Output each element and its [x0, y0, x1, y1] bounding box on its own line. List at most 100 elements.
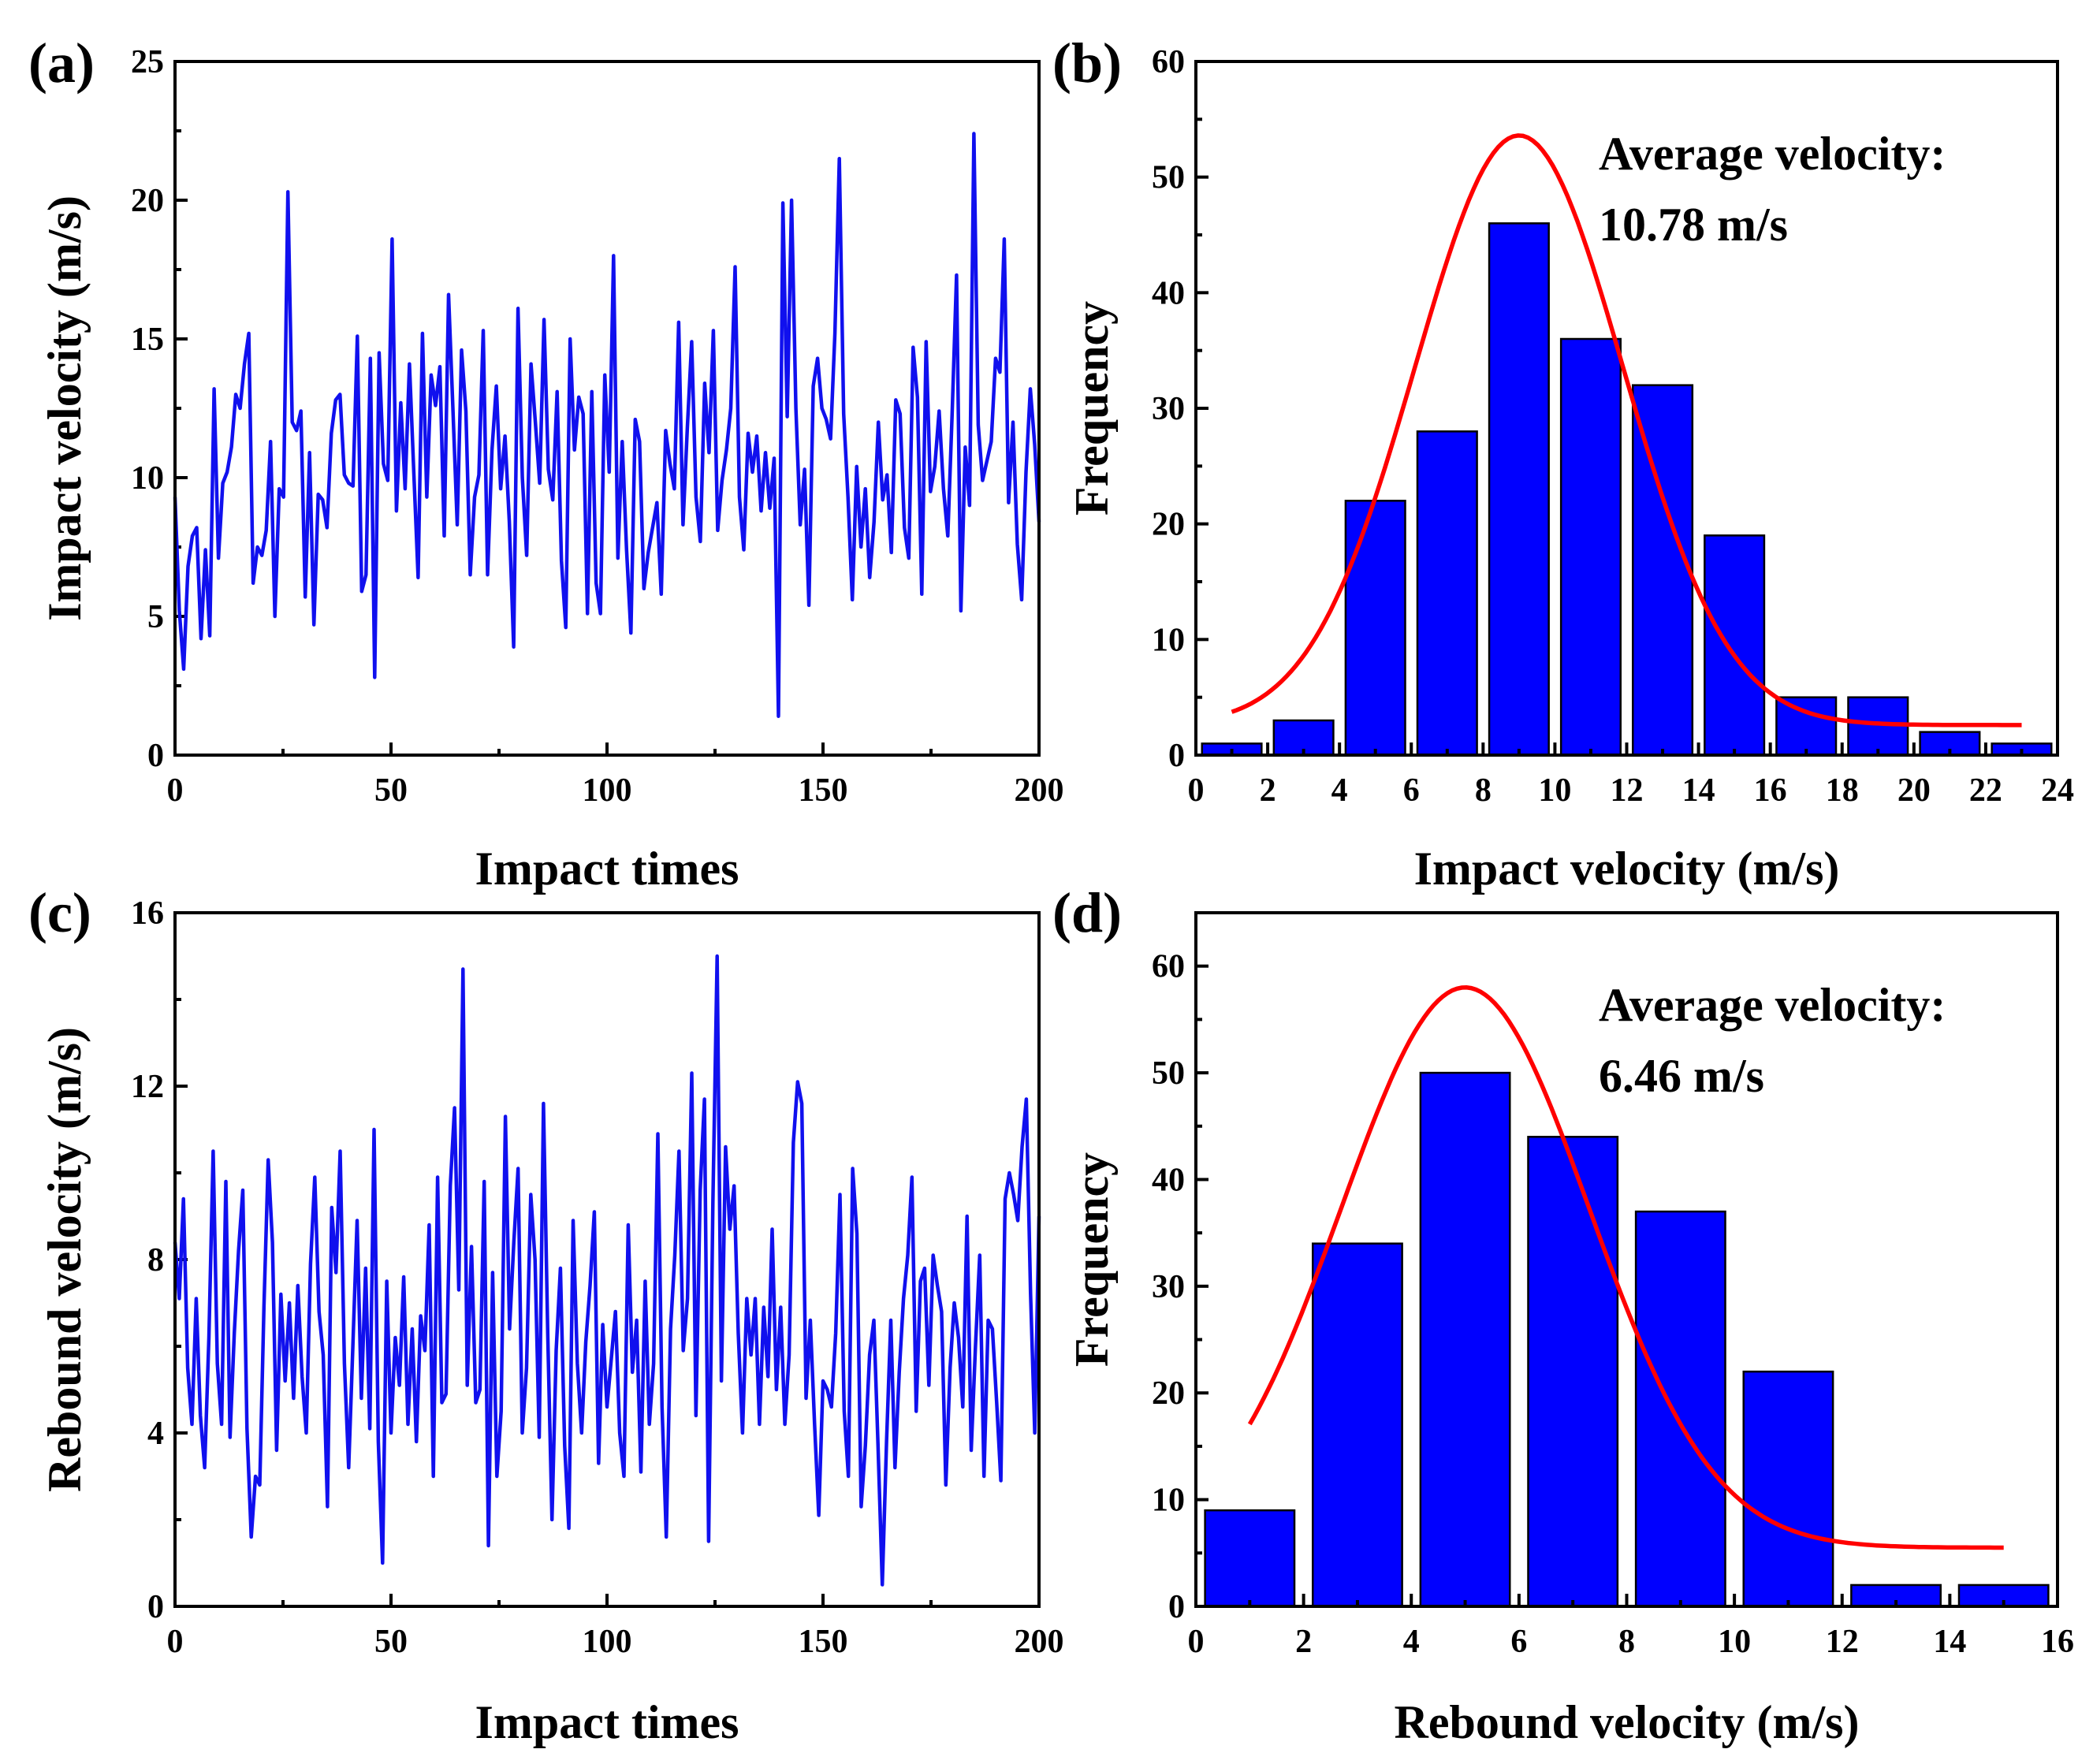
panel-b-x-tick-label: 14	[1682, 772, 1715, 809]
panel-a-frame	[173, 60, 1041, 757]
panel-b-x-tick-label: 12	[1611, 772, 1644, 809]
panel-b-y-tick-label: 0	[1168, 738, 1185, 774]
panel-d-bar	[1204, 1509, 1296, 1608]
panel-b-x-tick-label: 2	[1260, 772, 1276, 809]
panel-d-bar	[1634, 1210, 1726, 1608]
panel-b-bar	[1775, 696, 1838, 757]
panel-a-y-tick-label: 15	[131, 322, 164, 358]
panel-d-y-title: Frequency	[1066, 1152, 1118, 1367]
panel-d-gaussian-fit	[1247, 985, 2004, 1550]
panel-a-y-tick-label: 20	[131, 183, 164, 219]
panel-d-y-tick-label: 0	[1168, 1589, 1185, 1625]
panel-b-bar	[1631, 384, 1694, 757]
panel-d-bar	[1742, 1370, 1834, 1608]
panel-a-x-tick-label: 50	[374, 772, 408, 809]
panel-a-y-tick-label: 5	[147, 599, 164, 635]
panel-d-bar	[1311, 1242, 1403, 1608]
panel-c-x-tick-label: 150	[799, 1624, 848, 1660]
panel-label-a: (a)	[28, 32, 95, 95]
panel-b-gaussian-fit	[1231, 133, 2022, 728]
panel-c-x-tick-label: 0	[167, 1624, 184, 1660]
panel-d-y-tick-label: 10	[1152, 1483, 1185, 1519]
panel-a-x-tick-label: 100	[583, 772, 632, 809]
panel-a-y-tick-label: 0	[147, 738, 164, 774]
panel-b-bar	[1344, 500, 1406, 757]
panel-d-average-value: 6.46 m/s	[1599, 1050, 1764, 1102]
panel-b-y-tick-label: 30	[1152, 391, 1185, 427]
panel-a-x-tick-label: 150	[799, 772, 848, 809]
panel-c-y-tick-label: 8	[147, 1242, 164, 1278]
panel-d-average-label: Average velocity:	[1599, 979, 1946, 1031]
panel-c-x-tick-label: 50	[374, 1624, 408, 1660]
panel-d-y-tick-label: 20	[1152, 1375, 1185, 1412]
panel-d-x-tick-label: 6	[1510, 1624, 1527, 1660]
panel-c-x-tick-label: 200	[1015, 1624, 1064, 1660]
panel-b-y-tick-label: 20	[1152, 507, 1185, 543]
panel-d-x-tick-label: 4	[1403, 1624, 1420, 1660]
panel-d-y-tick-label: 50	[1152, 1055, 1185, 1092]
panel-b-y-tick-label: 50	[1152, 160, 1185, 196]
panel-d-x-tick-label: 16	[2041, 1624, 2074, 1660]
panel-d-y-tick-label: 30	[1152, 1269, 1185, 1305]
panel-c-y-title: Rebound velocity (m/s)	[39, 1027, 91, 1492]
panel-b-x-tick-label: 4	[1331, 772, 1348, 809]
panel-d-x-tick-label: 0	[1188, 1624, 1205, 1660]
panel-b-x-tick-label: 18	[1826, 772, 1859, 809]
panel-b-x-tick-label: 24	[2041, 772, 2074, 809]
panel-d-y-tick-label: 40	[1152, 1162, 1185, 1198]
panel-b-x-tick-label: 16	[1754, 772, 1787, 809]
panel-c-y-tick-label: 0	[147, 1589, 164, 1625]
panel-d-bars	[1204, 1071, 2050, 1608]
panel-b-x-tick-label: 8	[1475, 772, 1492, 809]
panel-label-c: (c)	[28, 881, 91, 944]
panel-c-ticks: 0 50 100 150 200 0 4 8 12 16	[131, 895, 1064, 1660]
panel-b-average-value: 10.78 m/s	[1599, 199, 1788, 251]
panel-d-frame	[1194, 911, 2059, 1608]
panel-b-bar	[1559, 337, 1622, 757]
panel-d-y-tick-label: 60	[1152, 949, 1185, 985]
panel-c-y-tick-label: 4	[147, 1416, 164, 1452]
panel-b-y-title: Frequency	[1066, 301, 1118, 515]
panel-a-y-title: Impact velocity (m/s)	[39, 195, 91, 621]
panel-b-bars	[1201, 222, 2053, 757]
panel-d-x-tick-label: 14	[1933, 1624, 1966, 1660]
panel-c-x-tick-label: 100	[583, 1624, 632, 1660]
panel-a-x-tick-label: 200	[1015, 772, 1064, 809]
panel-d-x-tick-label: 2	[1295, 1624, 1312, 1660]
panel-d-x-tick-label: 8	[1618, 1624, 1635, 1660]
panel-c-y-tick-label: 16	[131, 895, 164, 932]
panel-b-bar	[1488, 222, 1550, 757]
panel-c-frame	[173, 911, 1041, 1608]
panel-c-rebound-velocity-line	[173, 954, 1041, 1587]
panel-b-x-tick-label: 22	[1969, 772, 2002, 809]
panel-a-x-title: Impact times	[475, 843, 739, 895]
panel-c-x-title: Impact times	[475, 1696, 739, 1748]
panel-b-y-tick-label: 10	[1152, 622, 1185, 658]
panel-a-y-tick-label: 10	[131, 460, 164, 497]
panel-a-y-tick-label: 25	[131, 44, 164, 80]
panel-b-x-tick-label: 20	[1897, 772, 1931, 809]
panel-b-y-tick-label: 60	[1152, 44, 1185, 80]
panel-c-y-tick-label: 12	[131, 1069, 164, 1105]
panel-b-x-tick-label: 6	[1403, 772, 1420, 809]
panel-b-frame	[1194, 60, 2059, 757]
panel-d: (d) 0 2 4 6 8 10 12 14 16 0 10 20 30 40 50 60 Rebound v…	[1052, 881, 2074, 1748]
panel-d-x-tick-label: 12	[1826, 1624, 1859, 1660]
panel-d-ticks: 0 2 4 6 8 10 12 14 16 0 10 20 30 40 50 60	[1152, 949, 2074, 1660]
panel-c: (c) 0 50 100 150 200 0 4 8 12 16 Impact times Reb…	[28, 881, 1064, 1748]
panel-b-x-tick-label: 0	[1188, 772, 1205, 809]
panel-b-bar	[1704, 534, 1766, 757]
panel-a-impact-velocity-line	[173, 132, 1041, 718]
panel-b-y-tick-label: 40	[1152, 275, 1185, 311]
panel-b-average-label: Average velocity:	[1599, 128, 1946, 180]
panel-b-bar	[1416, 430, 1478, 757]
panel-a-x-tick-label: 0	[167, 772, 184, 809]
panel-d-x-tick-label: 10	[1718, 1624, 1751, 1660]
panel-b-x-tick-label: 10	[1538, 772, 1571, 809]
panel-d-bar	[1419, 1071, 1511, 1608]
panel-d-x-title: Rebound velocity (m/s)	[1395, 1696, 1860, 1748]
